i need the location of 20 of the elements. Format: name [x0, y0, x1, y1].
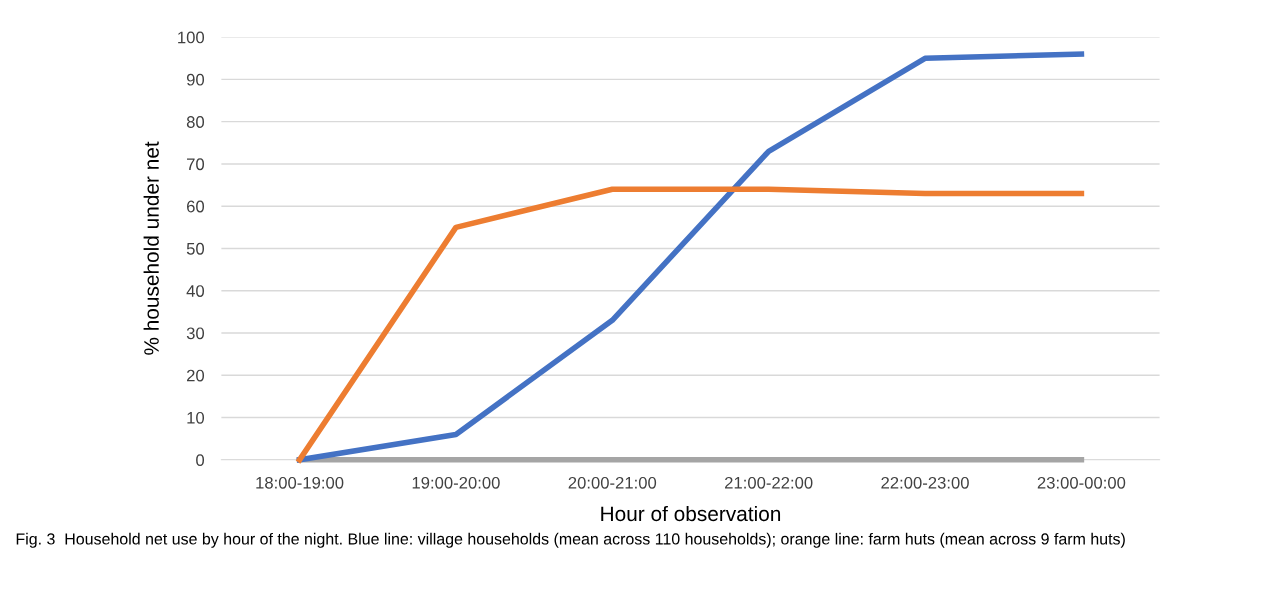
y-tick-label: 0 — [196, 454, 205, 466]
y-tick-label: 10 — [187, 411, 205, 424]
x-tick-label: 22:00-23:00 — [881, 476, 969, 489]
y-tick-label: 60 — [187, 200, 205, 213]
x-tick-label: 21:00-22:00 — [725, 476, 813, 489]
x-tick-label: 20:00-21:00 — [568, 476, 657, 489]
x-tick-label: 19:00-20:00 — [412, 476, 500, 489]
x-axis-title: Hour of observation — [601, 505, 781, 522]
y-tick-label: 80 — [186, 116, 205, 128]
x-tick-label: 18:00-19:00 — [256, 476, 344, 489]
y-tick-label: 90 — [186, 73, 205, 86]
y-axis-title: % household under net — [143, 141, 159, 355]
y-tick-label: 20 — [187, 369, 205, 382]
y-tick-label: 100 — [178, 31, 205, 44]
y-tick-label: 30 — [186, 327, 205, 340]
x-tick-label: 23:00-00:00 — [1037, 476, 1126, 489]
caption: Fig. 3 Household net use by hour of the night. Blue line: village households (mean across 110 households); orange line: farm huts (mean across 9 farm huts) — [16, 532, 1125, 548]
y-tick-label: 40 — [186, 285, 205, 297]
y-tick-label: 50 — [186, 242, 205, 255]
y-tick-label: 70 — [187, 158, 205, 171]
